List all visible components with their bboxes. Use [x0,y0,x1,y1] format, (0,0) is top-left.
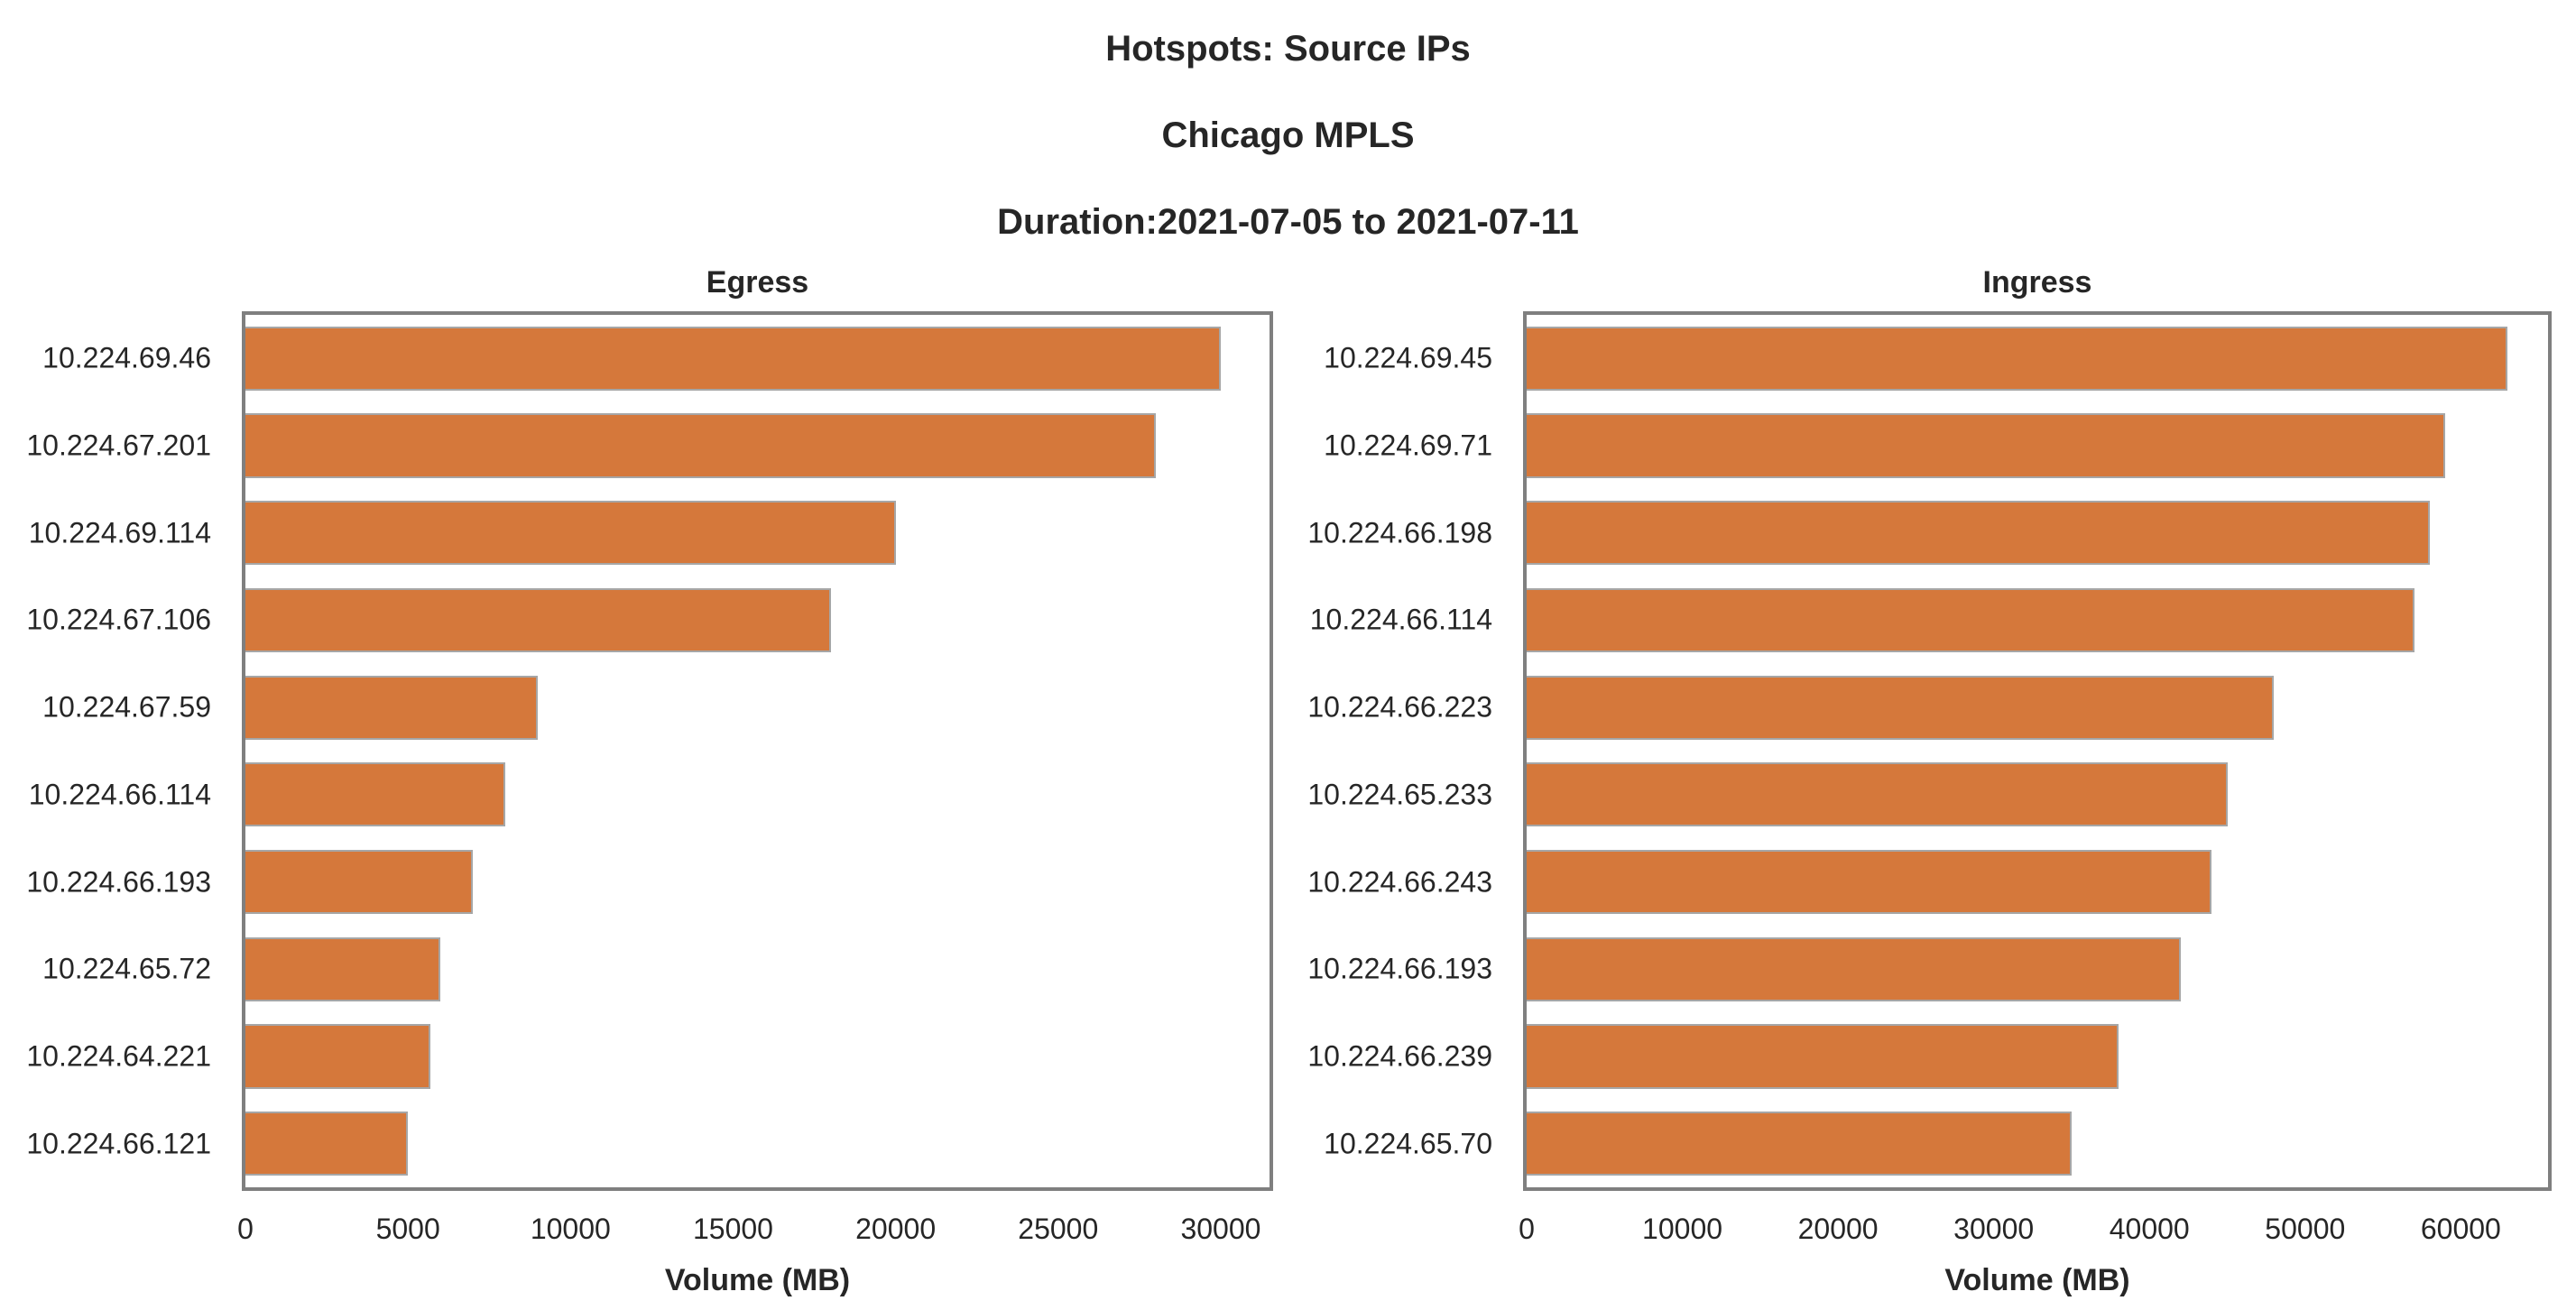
x-tick-label: 0 [1519,1213,1535,1245]
bar [1527,326,2508,391]
ingress-plot-area: 10.224.69.45 10.224.69.71 10.224.66.198 10.… [1307,311,2552,1191]
y-axis-label: 10.224.65.72 [42,952,211,985]
bar [1527,936,2181,1001]
y-axis-label: 10.224.67.106 [26,603,211,636]
ingress-chart: Ingress 10.224.69.45 10.224.69.71 10.224.6… [1307,265,2552,1297]
figure-title: Hotspots: Source IPs Chicago MPLS Durati… [0,27,2576,244]
y-axis-label: 10.224.66.193 [1307,952,1492,985]
bar [245,936,441,1001]
y-axis-label: 10.224.66.223 [1307,690,1492,724]
x-tick-label: 50000 [2265,1213,2346,1245]
x-tick-label: 60000 [2420,1213,2501,1245]
bar [245,587,831,652]
y-axis-label: 10.224.66.239 [1307,1039,1492,1073]
bar [1527,587,2414,652]
bar [1527,1112,2072,1176]
bar [245,849,474,915]
bar [1527,762,2228,827]
bar [1527,849,2212,915]
egress-plot-area: 10.224.69.46 10.224.67.201 10.224.69.114 10… [26,311,1273,1191]
bar [245,1024,431,1089]
y-axis-label: 10.224.66.114 [28,778,211,811]
bar-row: 10.224.69.114 [29,489,1270,577]
bar-row: 10.224.69.45 [1324,315,2548,402]
bar-row: 10.224.66.121 [26,1100,1270,1187]
x-tick-label: 25000 [1018,1213,1099,1245]
figure-title-line2: Chicago MPLS [1161,115,1415,155]
bar-row: 10.224.67.201 [26,402,1270,490]
figure-title-line1: Hotspots: Source IPs [1105,29,1471,69]
bar-row: 10.224.66.114 [29,752,1270,839]
y-axis-label: 10.224.69.71 [1324,429,1492,462]
x-tick-label: 0 [237,1213,254,1245]
bar [1527,675,2275,740]
bar-row: 10.224.66.223 [1307,664,2548,752]
y-axis-label: 10.224.66.121 [26,1127,211,1160]
bar-row: 10.224.66.239 [1307,1013,2548,1101]
bar-row: 10.224.65.72 [42,926,1270,1013]
y-axis-label: 10.224.66.198 [1307,516,1492,549]
bar-row: 10.224.64.221 [26,1013,1270,1101]
y-axis-label: 10.224.66.193 [26,865,211,899]
bar [1527,1024,2119,1089]
x-tick-label: 10000 [1642,1213,1723,1245]
bar-row: 10.224.69.46 [42,315,1270,402]
egress-x-axis: 0 5000 10000 15000 20000 25000 30000 [237,1213,1270,1245]
y-axis-label: 10.224.69.114 [28,516,211,549]
bar [245,413,1156,478]
bar [245,1112,409,1176]
bar-row: 10.224.66.114 [1310,577,2548,664]
x-tick-label: 20000 [1797,1213,1879,1245]
x-tick-label: 20000 [855,1213,937,1245]
x-tick-label: 5000 [375,1213,440,1245]
y-axis-label: 10.224.69.46 [42,341,211,374]
bar-row: 10.224.67.106 [26,577,1270,664]
x-tick-label: 10000 [530,1213,611,1245]
bar-row: 10.224.66.193 [1307,926,2548,1013]
bar [245,326,1221,391]
bar-row: 10.224.66.198 [1307,489,2548,577]
ingress-x-axis-label: Volume (MB) [1944,1263,2130,1297]
x-tick-label: 40000 [2109,1213,2190,1245]
y-axis-label: 10.224.67.201 [26,429,211,462]
x-tick-label: 30000 [1180,1213,1261,1245]
bar [245,501,896,566]
bar [245,675,539,740]
bar-row: 10.224.67.59 [42,664,1270,752]
bar [1527,501,2430,566]
egress-chart: Egress 10.224.69.46 10.224.67.201 10.224.6… [26,265,1273,1297]
bar [245,762,506,827]
y-axis-label: 10.224.66.243 [1307,865,1492,899]
y-axis-label: 10.224.69.45 [1324,341,1492,374]
bar-row: 10.224.65.70 [1324,1100,2548,1187]
egress-x-axis-label: Volume (MB) [664,1263,851,1297]
y-axis-label: 10.224.65.233 [1307,778,1492,811]
bar-row: 10.224.66.193 [26,838,1270,926]
y-axis-label: 10.224.67.59 [42,690,211,724]
y-axis-label: 10.224.66.114 [1309,603,1492,636]
bar-row: 10.224.66.243 [1307,838,2548,926]
egress-subplot-title: Egress [706,265,809,300]
bar [1527,413,2446,478]
bar-row: 10.224.65.233 [1307,752,2548,839]
ingress-x-axis: 0 10000 20000 30000 40000 50000 60000 [1519,1213,2548,1245]
figure-title-line3: Duration:2021-07-05 to 2021-07-11 [997,202,1579,242]
y-axis-label: 10.224.64.221 [26,1039,211,1073]
ingress-subplot-title: Ingress [1982,265,2092,300]
x-tick-label: 15000 [692,1213,773,1245]
x-tick-label: 30000 [1953,1213,2035,1245]
y-axis-label: 10.224.65.70 [1324,1127,1492,1160]
bar-row: 10.224.69.71 [1324,402,2548,490]
